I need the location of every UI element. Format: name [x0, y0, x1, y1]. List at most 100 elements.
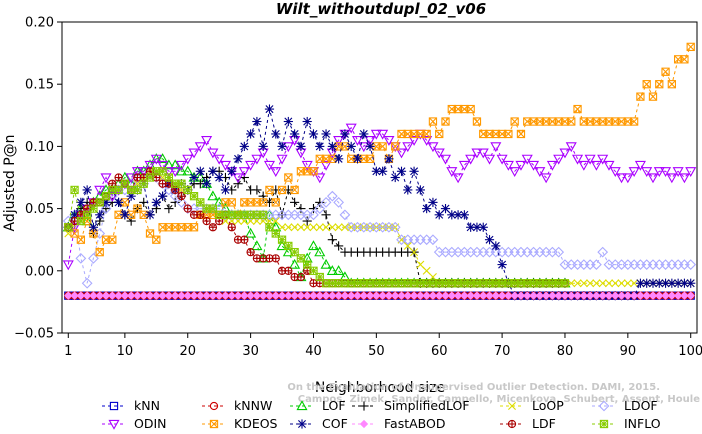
- point-odin: [490, 142, 502, 153]
- point-fastabod: [598, 291, 607, 300]
- point-cof: [246, 129, 256, 139]
- point-kdeos: [108, 235, 117, 244]
- point-cof: [440, 204, 451, 214]
- point-loop: [303, 223, 312, 232]
- point-fastabod: [491, 291, 500, 300]
- point-simplifiedlof: [139, 197, 149, 207]
- legend-marker-ldf: [507, 419, 517, 429]
- point-fastabod: [233, 291, 243, 300]
- y-tick-label: 0.05: [25, 202, 54, 217]
- point-cof: [120, 210, 130, 220]
- point-kdeos: [636, 92, 645, 101]
- point-cof: [686, 278, 696, 288]
- y-tick-label: 0.10: [25, 140, 54, 155]
- point-ldof: [597, 246, 609, 258]
- point-simplifiedlof: [315, 197, 325, 207]
- point-loop: [592, 279, 601, 288]
- point-fastabod: [661, 291, 670, 300]
- point-loop: [422, 266, 431, 275]
- point-fastabod: [497, 291, 507, 300]
- point-fastabod: [479, 291, 488, 300]
- point-fastabod: [76, 291, 86, 300]
- point-lof: [326, 265, 338, 275]
- legend-label-inflo: INFLO: [624, 416, 661, 431]
- point-fastabod: [120, 291, 130, 300]
- point-kdeos: [441, 117, 450, 126]
- point-ldof: [320, 197, 332, 208]
- point-loop: [315, 223, 324, 232]
- point-cof: [202, 179, 212, 189]
- point-fastabod: [126, 291, 136, 300]
- point-odin: [509, 167, 521, 178]
- point-loop: [630, 279, 639, 288]
- legend-marker-loop: [508, 402, 516, 410]
- point-inflo: [303, 260, 312, 269]
- point-odin: [521, 154, 533, 165]
- point-odin: [395, 148, 408, 159]
- watermark-line-2: Campos, Zimek, Sander, Campello, Micenko…: [298, 394, 700, 405]
- point-fastabod: [303, 291, 312, 300]
- point-cof: [252, 116, 262, 127]
- legend-label-kdeos: KDEOS: [234, 416, 278, 431]
- point-cof: [359, 129, 369, 139]
- point-ldf: [183, 204, 192, 213]
- point-cof: [189, 172, 199, 183]
- legend-item-simplifiedlof: SimplifiedLOF: [352, 398, 470, 413]
- point-odin: [597, 154, 609, 165]
- point-cof: [409, 166, 419, 176]
- point-odin: [452, 173, 464, 184]
- point-kdeos: [655, 80, 664, 89]
- point-odin: [320, 160, 332, 171]
- point-odin: [364, 136, 376, 146]
- point-fastabod: [202, 291, 211, 300]
- point-fastabod: [504, 291, 513, 300]
- point-cof: [302, 116, 312, 127]
- point-inflo: [277, 235, 287, 244]
- point-cof: [88, 222, 99, 232]
- point-kdeos: [378, 142, 387, 151]
- x-tick-label: 100: [678, 344, 702, 359]
- point-ldof: [75, 252, 87, 264]
- point-fastabod: [667, 291, 677, 300]
- point-inflo: [177, 179, 186, 188]
- point-fastabod: [139, 291, 148, 300]
- point-lof: [333, 265, 345, 275]
- x-tick-label: 60: [431, 344, 448, 359]
- point-kdeos: [661, 67, 670, 76]
- point-odin: [263, 160, 276, 171]
- point-cof: [352, 154, 363, 164]
- point-fastabod: [164, 291, 174, 300]
- point-simplifiedlof: [302, 216, 312, 226]
- point-fastabod: [516, 291, 526, 300]
- point-fastabod: [592, 291, 601, 300]
- point-lof: [289, 258, 301, 269]
- x-tick-label: 10: [117, 344, 134, 359]
- point-simplifiedlof: [327, 235, 337, 245]
- legend-marker-kdeos: [209, 419, 219, 429]
- point-odin: [402, 142, 414, 153]
- point-odin: [660, 167, 672, 178]
- point-fastabod: [82, 291, 92, 300]
- point-fastabod: [655, 291, 664, 300]
- point-kdeos: [510, 117, 519, 126]
- point-kdeos: [309, 167, 318, 176]
- point-odin: [194, 142, 206, 153]
- point-kdeos: [435, 129, 444, 139]
- point-cof: [113, 197, 124, 207]
- point-lof: [207, 190, 219, 201]
- point-ldof: [308, 209, 319, 221]
- point-ldof: [314, 203, 326, 214]
- point-kdeos: [680, 55, 689, 64]
- point-inflo: [145, 173, 155, 182]
- series-line-simplifiedlof: [67, 170, 565, 284]
- point-fastabod: [158, 291, 167, 300]
- point-odin: [622, 173, 634, 184]
- point-cof: [290, 129, 300, 139]
- point-fastabod: [642, 291, 651, 300]
- point-odin: [685, 167, 697, 178]
- point-fastabod: [686, 291, 695, 300]
- point-cof: [484, 235, 495, 245]
- point-odin: [584, 154, 596, 165]
- point-inflo: [259, 210, 268, 219]
